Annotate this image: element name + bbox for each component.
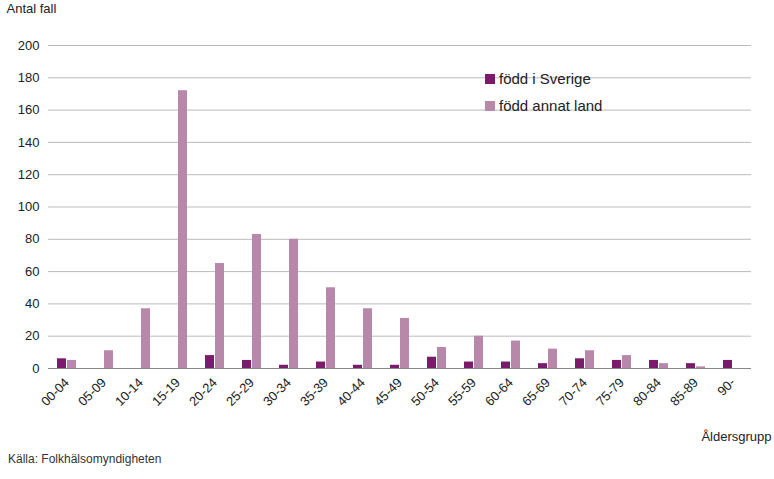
svg-text:180: 180 bbox=[18, 70, 40, 85]
svg-text:160: 160 bbox=[18, 102, 40, 117]
html-text:född annat land: född annat land bbox=[499, 97, 603, 114]
svg-text:0: 0 bbox=[32, 361, 39, 376]
svg-text:65-69: 65-69 bbox=[519, 375, 553, 409]
svg-text:80-84: 80-84 bbox=[630, 375, 664, 409]
html-text:född i Sverige: född i Sverige bbox=[499, 70, 591, 87]
svg-text:20-24: 20-24 bbox=[186, 375, 220, 409]
svg-text:35-39: 35-39 bbox=[297, 375, 331, 409]
svg-text:20: 20 bbox=[25, 328, 39, 343]
svg-text:90-: 90- bbox=[714, 375, 738, 399]
html-text:Källa: Folkhälsomyndigheten: Källa: Folkhälsomyndigheten bbox=[8, 452, 162, 466]
svg-text:80: 80 bbox=[25, 231, 39, 246]
svg-text:00-04: 00-04 bbox=[38, 375, 72, 409]
svg-text:75-79: 75-79 bbox=[593, 375, 627, 409]
svg-text:Antal fall: Antal fall bbox=[7, 1, 57, 16]
svg-text:100: 100 bbox=[18, 199, 40, 214]
svg-text:50-54: 50-54 bbox=[408, 375, 442, 409]
svg-text:40: 40 bbox=[25, 296, 39, 311]
svg-text:Åldersgrupp: Åldersgrupp bbox=[701, 429, 771, 444]
svg-text:60-64: 60-64 bbox=[482, 375, 516, 409]
svg-text:25-29: 25-29 bbox=[223, 375, 257, 409]
svg-text:30-34: 30-34 bbox=[260, 375, 294, 409]
svg-text:60: 60 bbox=[25, 264, 39, 279]
svg-text:140: 140 bbox=[18, 135, 40, 150]
svg-text:200: 200 bbox=[18, 38, 40, 53]
svg-text:85-89: 85-89 bbox=[667, 375, 701, 409]
svg-text:10-14: 10-14 bbox=[112, 375, 146, 409]
svg-text:15-19: 15-19 bbox=[149, 375, 183, 409]
svg-text:120: 120 bbox=[18, 167, 40, 182]
svg-text:05-09: 05-09 bbox=[75, 375, 109, 409]
svg-text:45-49: 45-49 bbox=[371, 375, 405, 409]
svg-text:40-44: 40-44 bbox=[334, 375, 368, 409]
svg-text:70-74: 70-74 bbox=[556, 375, 590, 409]
svg-text:55-59: 55-59 bbox=[445, 375, 479, 409]
